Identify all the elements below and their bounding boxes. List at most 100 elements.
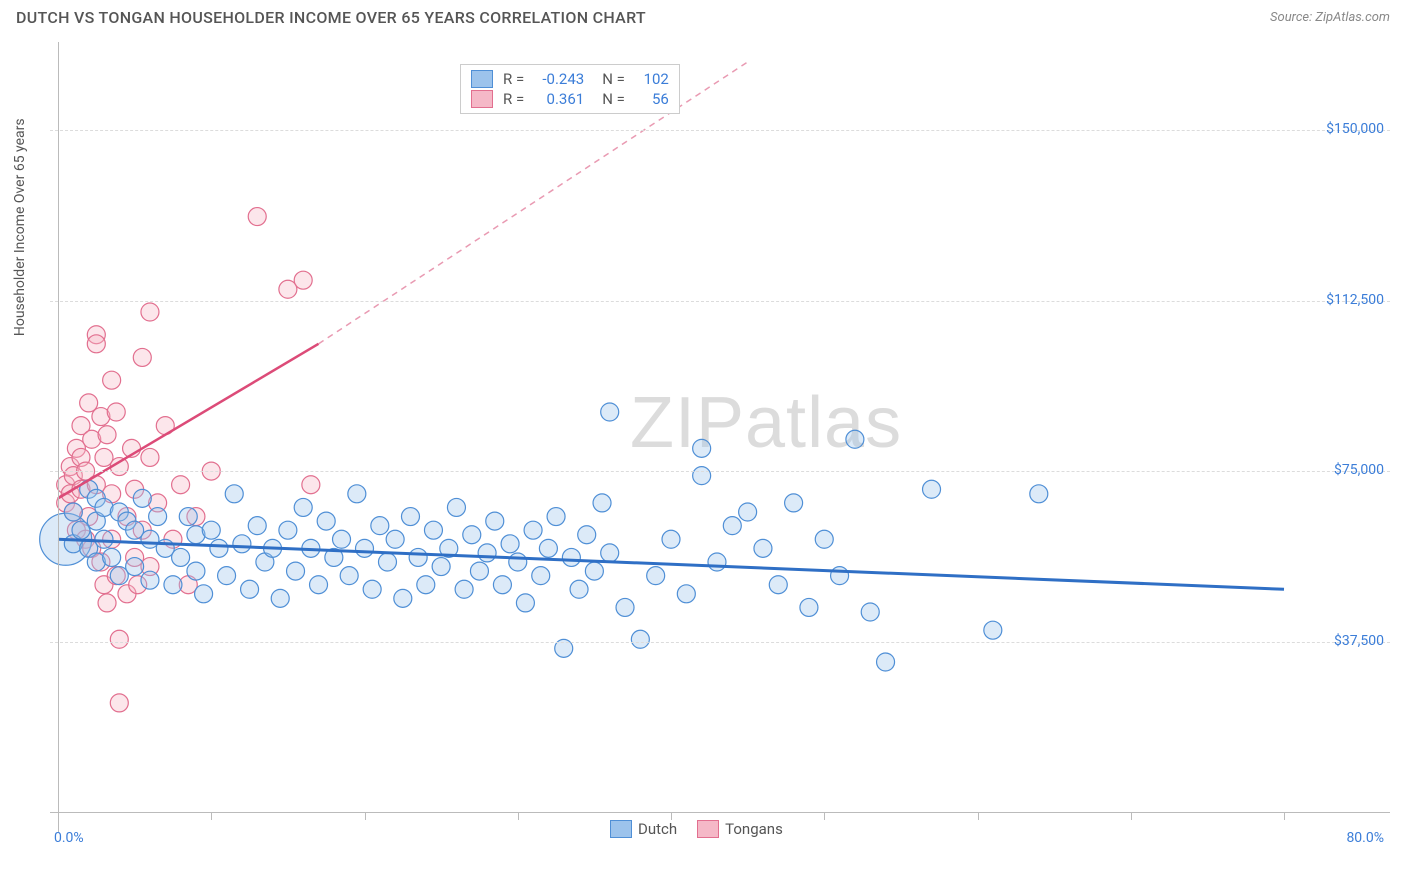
data-point [532, 567, 550, 585]
x-tick [1131, 812, 1132, 820]
data-point [877, 653, 895, 671]
data-point [984, 621, 1002, 639]
legend-swatch [471, 70, 493, 88]
stats-legend-row: R =0.361N =56 [471, 89, 669, 109]
data-point [861, 603, 879, 621]
x-tick [1284, 812, 1285, 820]
data-point [378, 553, 396, 571]
data-point [578, 526, 596, 544]
gridline [50, 130, 1390, 131]
data-point [394, 589, 412, 607]
data-point [846, 430, 864, 448]
gridline [50, 642, 1390, 643]
data-point [562, 548, 580, 566]
y-tick-label: $75,000 [1294, 462, 1384, 478]
data-point [739, 503, 757, 521]
data-point [539, 539, 557, 557]
data-point [401, 508, 419, 526]
y-axis-title: Householder Income Over 65 years [12, 118, 28, 336]
data-point [126, 558, 144, 576]
data-point [248, 517, 266, 535]
data-point [516, 594, 534, 612]
data-point [693, 439, 711, 457]
data-point [141, 303, 159, 321]
data-point [187, 562, 205, 580]
gridline [50, 301, 1390, 302]
data-point [294, 498, 312, 516]
data-point [225, 485, 243, 503]
data-point [87, 335, 105, 353]
data-point [64, 503, 82, 521]
data-point [218, 567, 236, 585]
data-point [164, 576, 182, 594]
chart-title: DUTCH VS TONGAN HOUSEHOLDER INCOME OVER … [16, 8, 646, 27]
x-tick [978, 812, 979, 820]
data-point [769, 576, 787, 594]
stat-n-value: 102 [635, 70, 669, 88]
source-attribution: Source: ZipAtlas.com [1270, 10, 1390, 25]
legend-label: Dutch [638, 820, 677, 838]
data-point [509, 553, 527, 571]
data-point [333, 530, 351, 548]
data-point [248, 208, 266, 226]
x-axis-line [50, 812, 1390, 813]
legend-swatch [610, 820, 632, 838]
data-point [647, 567, 665, 585]
data-point [693, 467, 711, 485]
data-point [470, 562, 488, 580]
data-point [202, 521, 220, 539]
data-point [310, 576, 328, 594]
stats-legend-row: R = -0.243 N = 102 [471, 69, 669, 89]
stat-r-value: -0.243 [534, 70, 584, 88]
x-tick [824, 812, 825, 820]
plot-svg [50, 42, 1390, 832]
data-point [1030, 485, 1048, 503]
stat-r-label: R = [503, 90, 524, 108]
data-point [110, 630, 128, 648]
data-point [593, 494, 611, 512]
data-point [340, 567, 358, 585]
data-point [103, 548, 121, 566]
legend-item: Tongans [697, 820, 783, 838]
data-point [110, 694, 128, 712]
data-point [294, 271, 312, 289]
data-point [348, 485, 366, 503]
x-tick-label: 0.0% [54, 830, 84, 846]
stat-n-label: N = [602, 90, 625, 108]
x-tick [211, 812, 212, 820]
x-tick [365, 812, 366, 820]
data-point [133, 348, 151, 366]
data-point [493, 576, 511, 594]
data-point [95, 530, 113, 548]
data-point [279, 521, 297, 539]
data-point [478, 544, 496, 562]
gridline [50, 471, 1390, 472]
data-point [195, 585, 213, 603]
data-point [98, 426, 116, 444]
data-point [107, 403, 125, 421]
data-point [241, 580, 259, 598]
data-point [98, 594, 116, 612]
data-point [486, 512, 504, 530]
data-point [103, 371, 121, 389]
data-point [708, 553, 726, 571]
data-point [179, 508, 197, 526]
data-point [524, 521, 542, 539]
data-point [149, 508, 167, 526]
data-point [133, 489, 151, 507]
data-point [287, 562, 305, 580]
data-point [141, 448, 159, 466]
data-point [424, 521, 442, 539]
data-point [785, 494, 803, 512]
y-tick-label: $150,000 [1294, 121, 1384, 137]
x-tick [518, 812, 519, 820]
stat-n-label: N = [602, 70, 625, 88]
stat-n-value: 56 [635, 90, 669, 108]
stat-r-label: R = [503, 70, 524, 88]
data-point [356, 539, 374, 557]
data-point [570, 580, 588, 598]
data-point [317, 512, 335, 530]
y-axis-line [58, 42, 59, 832]
legend-item: Dutch [610, 820, 677, 838]
data-point [363, 580, 381, 598]
